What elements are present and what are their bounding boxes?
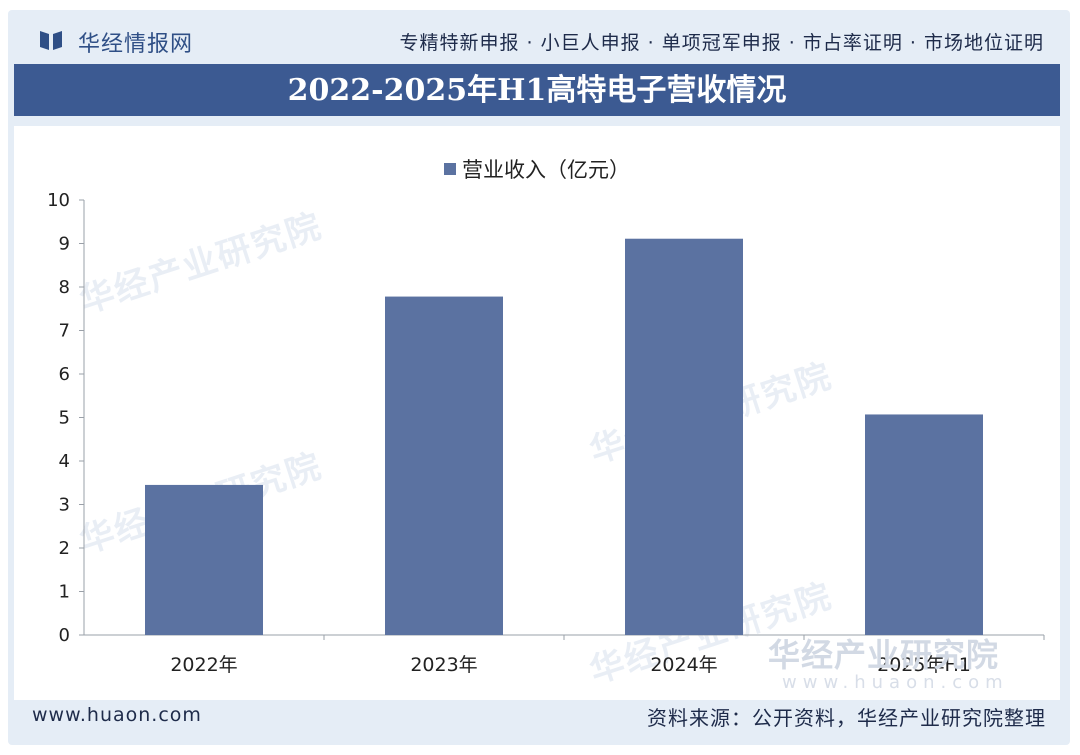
services-text: 专精特新申报 · 小巨人申报 · 单项冠军申报 · 市占率证明 · 市场地位证明 (399, 32, 1044, 54)
legend-label: 营业收入（亿元） (462, 158, 630, 182)
bar (625, 238, 743, 635)
footer-url: www.huaon.com (32, 704, 202, 726)
y-tick-label: 4 (59, 451, 70, 472)
chart-title: 2022-2025年H1高特电子营收情况 (14, 64, 1060, 116)
y-tick-label: 6 (59, 364, 70, 385)
y-tick-label: 2 (59, 538, 70, 559)
y-tick-label: 3 (59, 495, 70, 516)
logo-watermark-text: 华经产业研究院 (768, 636, 1000, 674)
x-tick-label: 2024年 (650, 654, 717, 676)
y-tick-label: 1 (59, 582, 70, 603)
x-tick-label: 2023年 (410, 654, 477, 676)
footer-source: 资料来源：公开资料，华经产业研究院整理 (647, 706, 1046, 730)
legend: 营业收入（亿元） (14, 154, 1060, 184)
y-tick-label: 5 (59, 408, 70, 429)
bar (865, 414, 983, 635)
legend-swatch (444, 163, 456, 175)
book-icon (40, 31, 62, 50)
y-tick-label: 0 (59, 625, 70, 646)
header-bar: 华经情报网 专精特新申报 · 小巨人申报 · 单项冠军申报 · 市占率证明 · … (8, 10, 1070, 68)
y-tick-label: 9 (59, 234, 70, 255)
bar-chart: 0 1 2 3 4 5 6 7 8 9 10 2022年 2023年 2024年 2025年H1 (47, 190, 1045, 676)
y-tick-label: 8 (59, 277, 70, 298)
y-tick-label: 10 (47, 190, 70, 211)
y-tick-label: 7 (59, 321, 70, 342)
x-tick-label: 2022年 (170, 654, 237, 676)
plot-area: 华经产业研究院 华经产业研究院 华经产业研究院 华经产业研究院 营业收入（亿元）… (14, 126, 1060, 700)
logo-watermark-url: www.huaon.com (782, 672, 1009, 693)
brand-name: 华经情报网 (78, 32, 194, 57)
bar (145, 484, 263, 635)
x-tick-label: 2025年H1 (877, 654, 971, 676)
bar (385, 296, 503, 635)
